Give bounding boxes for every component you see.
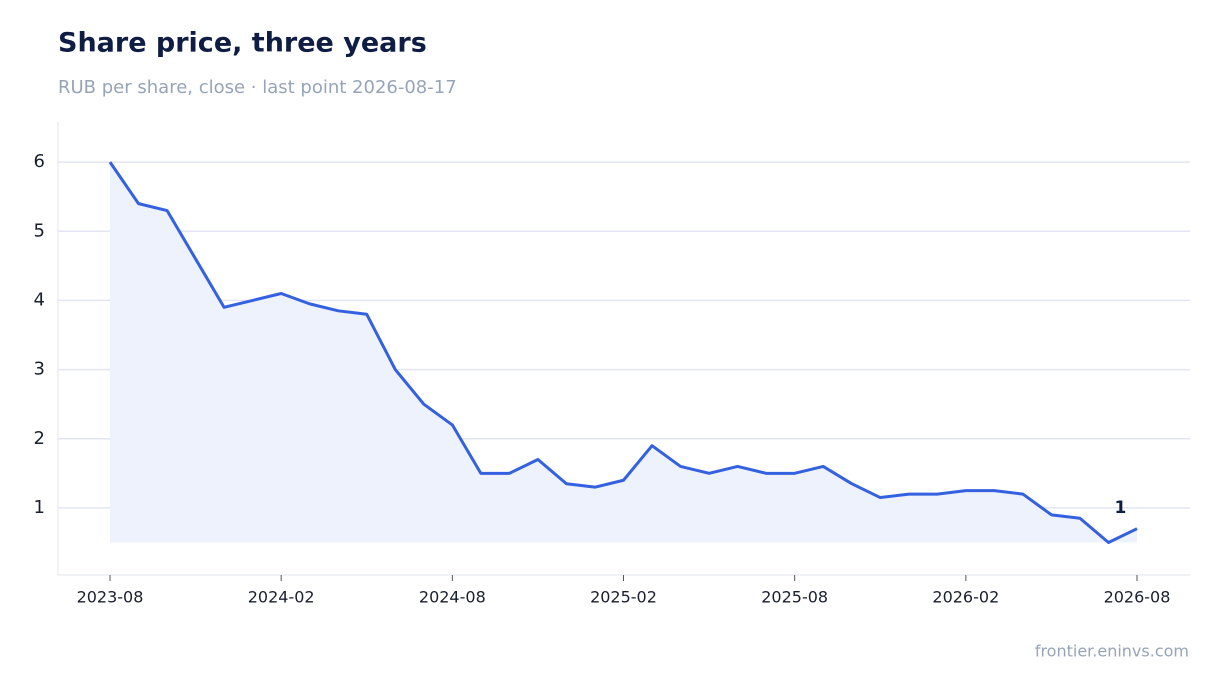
y-tick-label: 4 — [34, 289, 45, 310]
x-tick-label: 2026-02 — [932, 588, 999, 607]
x-tick-label: 2026-08 — [1104, 588, 1171, 607]
x-tick-label: 2023-08 — [77, 588, 144, 607]
line — [108, 161, 1138, 544]
y-tick-label: 6 — [34, 151, 45, 172]
y-tick-label: 2 — [34, 428, 45, 449]
x-tick-label: 2025-08 — [761, 588, 828, 607]
y-tick-label: 3 — [34, 359, 45, 380]
chart-subtitle: RUB per share, close · last point 2026-0… — [58, 77, 457, 98]
source: frontier.eninvs.com — [1035, 642, 1189, 661]
chart-title: Share price, three years — [58, 28, 427, 59]
x-tick-label: 2025-02 — [590, 588, 657, 607]
annotation: 1 — [1115, 498, 1127, 518]
x-tick-label: 2024-02 — [248, 588, 315, 607]
area — [110, 162, 1137, 543]
y-tick-label: 1 — [34, 497, 45, 518]
x-tick-label: 2024-08 — [419, 588, 486, 607]
y-tick-label: 5 — [34, 220, 45, 241]
